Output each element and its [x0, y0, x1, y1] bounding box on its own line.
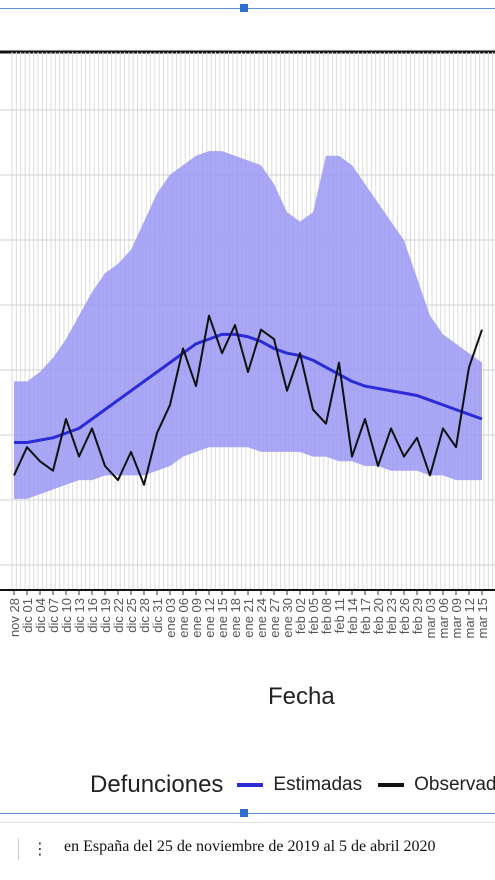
legend-swatch-estimadas — [237, 783, 264, 787]
x-tick-label: feb 14 — [345, 598, 360, 634]
caption-bar — [0, 822, 495, 877]
more-vertical-icon: ⋮ — [32, 838, 48, 858]
legend: Defunciones Estimadas Observadas — [90, 770, 495, 800]
x-tick-label: ene 18 — [228, 598, 243, 638]
x-tick-label: ene 12 — [202, 598, 217, 638]
more-options-button[interactable]: ⋮ — [30, 834, 50, 862]
x-tick-label: dic 10 — [59, 598, 74, 633]
x-tick-label: ene 24 — [254, 598, 269, 638]
series-line-estimadas — [14, 332, 483, 444]
x-tick-label: feb 11 — [332, 598, 347, 633]
x-tick-label: feb 08 — [319, 598, 334, 634]
x-tick-label: dic 25 — [124, 598, 139, 633]
x-tick-label: ene 15 — [215, 598, 230, 638]
x-tick-label: mar 03 — [423, 598, 438, 638]
x-tick-label: nov 28 — [7, 598, 22, 637]
x-axis-title: Fecha — [268, 683, 335, 710]
x-tick-label: ene 06 — [176, 598, 191, 638]
x-tick-label: dic 22 — [111, 598, 126, 633]
x-tick-label: feb 20 — [371, 598, 386, 634]
x-tick-label: ene 30 — [280, 598, 295, 638]
x-tick-label: dic 19 — [98, 598, 113, 633]
legend-title: Defunciones — [90, 771, 224, 798]
x-tick-label: dic 31 — [150, 598, 165, 633]
x-tick-label: dic 16 — [85, 598, 100, 633]
legend-label-observadas: Observadas — [414, 774, 495, 795]
x-tick-label: mar 15 — [475, 598, 490, 638]
x-tick-label: ene 27 — [267, 598, 282, 638]
x-tick-label: feb 26 — [397, 598, 412, 634]
x-tick-label: dic 28 — [137, 598, 152, 633]
x-tick-label: dic 13 — [72, 598, 87, 633]
x-tick-label: mar 06 — [436, 598, 451, 638]
x-tick-label: feb 23 — [384, 598, 399, 634]
legend-swatch-observadas — [378, 783, 405, 787]
x-tick-label: ene 21 — [241, 598, 256, 638]
x-tick-label: dic 04 — [33, 598, 48, 633]
toolbar-divider — [18, 838, 19, 860]
x-tick-label: feb 17 — [358, 598, 373, 634]
x-tick-label: ene 09 — [189, 598, 204, 638]
x-tick-label: feb 02 — [293, 598, 308, 634]
legend-label-estimadas: Estimadas — [273, 774, 363, 795]
interval-band — [14, 151, 482, 499]
series-line-observadas — [13, 314, 483, 486]
x-tick-label: dic 01 — [20, 598, 35, 633]
x-tick-label: mar 12 — [462, 598, 477, 638]
resize-handle-bottom[interactable] — [240, 809, 248, 817]
x-tick-label: mar 09 — [449, 598, 464, 638]
x-tick-label: feb 05 — [306, 598, 321, 634]
resize-handle-top[interactable] — [240, 4, 248, 12]
x-tick-label: feb 29 — [410, 598, 425, 634]
x-tick-label: ene 03 — [163, 598, 178, 638]
x-tick-label: dic 07 — [46, 598, 61, 633]
figure-caption: en España del 25 de noviembre de 2019 al… — [64, 838, 436, 855]
